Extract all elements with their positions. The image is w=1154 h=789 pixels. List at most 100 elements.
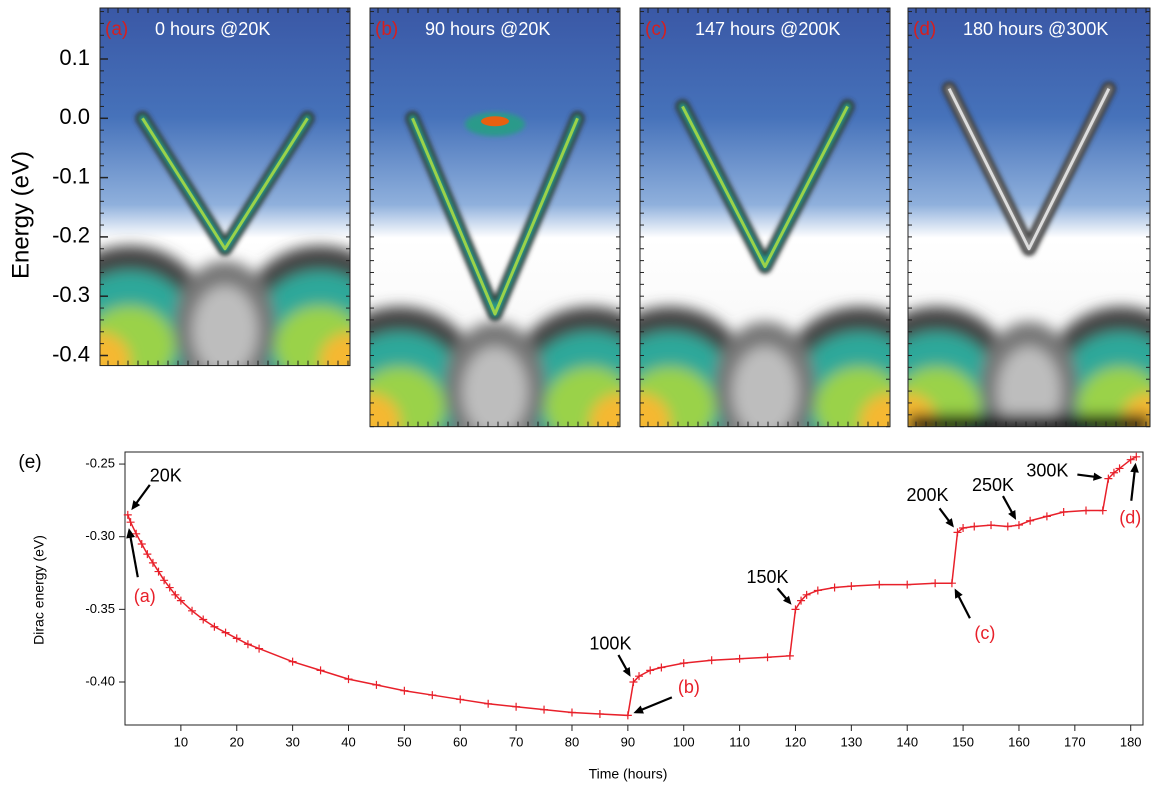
lobes [640,306,890,427]
band-inner [947,87,1111,251]
center-lobe [462,346,528,427]
data-marker [931,579,940,588]
image-edge [908,414,1150,427]
data-marker [987,521,996,530]
data-marker [947,579,956,588]
data-marker [160,576,169,585]
data-marker [148,558,157,567]
y-tick-label: 0.0 [59,104,90,129]
x-axis-label: Time (hours) [589,766,668,782]
data-marker [763,653,772,662]
y-tick-label: -0.1 [52,163,90,188]
x-tick-label: 20 [230,734,244,749]
data-marker [970,522,979,531]
annotation: (d) [1119,508,1141,528]
data-marker [243,640,252,649]
annotation: 250K [972,475,1014,495]
center-lobe [997,346,1061,427]
arrow-head [945,518,954,528]
lobe [908,366,981,427]
data-marker [797,596,806,605]
panel-label: (c) [645,19,667,40]
data-marker [512,702,521,711]
annotation: (c) [974,623,995,643]
data-line [127,456,1137,717]
x-tick-label: 130 [840,734,862,749]
spectrum-image [100,8,350,366]
band-inner [411,117,579,316]
x-tick-label: 110 [729,734,750,749]
data-marker [595,709,604,718]
data-marker [188,606,197,615]
data-marker [830,583,839,592]
arrow-head [1008,509,1017,520]
data-marker [456,695,465,704]
data-marker [1082,506,1091,515]
lobes [100,245,350,366]
lobe [275,305,350,366]
x-tick-label: 80 [565,734,579,749]
x-tick-label: 70 [509,734,523,749]
lobes [370,306,620,427]
data-marker [143,550,152,559]
data-marker [847,582,856,591]
lobe [320,332,350,366]
data-marker [629,677,638,686]
arrow-head [131,500,141,511]
data-marker [126,518,135,527]
data-marker [1126,455,1135,464]
y-tick-label: -0.40 [85,673,115,688]
data-marker [1109,468,1118,477]
data-marker [123,510,132,519]
lobe [545,366,620,427]
panel-frame [369,7,621,428]
panel-label: (b) [375,19,398,40]
data-marker [316,666,325,675]
arrow-head [782,595,792,605]
lobe [860,393,890,427]
data-marker [484,699,493,708]
data-marker [400,686,409,695]
spectrum-image [370,8,620,427]
y-tick-label: -0.4 [52,341,90,366]
annotation: (b) [678,677,700,697]
data-marker [1059,508,1068,517]
lobe [370,393,400,427]
y-tick-label: -0.3 [52,282,90,307]
data-marker [903,580,912,589]
band-inner [141,117,309,251]
data-marker [132,529,141,538]
y-tick-label: -0.2 [52,223,90,248]
data-marker [154,567,163,576]
data-marker [646,666,655,675]
data-marker [210,622,219,631]
y-axis-label: Dirac energy (eV) [31,535,47,645]
lobe [815,366,890,427]
data-marker [372,680,381,689]
arrow-head [1093,472,1103,481]
center-lobe [732,346,798,427]
annotation-arrow [133,484,151,507]
spectrum-image [908,8,1150,427]
panel-frame [907,7,1151,428]
arrow-head [1130,462,1139,473]
panel-label: (a) [105,19,128,40]
plot-frame [124,451,1144,726]
annotation: (a) [134,586,156,606]
panel-frame [639,7,891,428]
data-marker [344,675,353,684]
data-marker [1042,512,1051,521]
data-marker [635,672,644,681]
data-marker [232,634,241,643]
center-lobe [192,285,258,366]
annotation: 200K [906,485,948,505]
data-marker [288,657,297,666]
panel-frame [99,7,351,367]
x-tick-label: 150 [952,734,974,749]
data-marker [1014,521,1023,530]
panel-title: 0 hours @20K [155,19,270,39]
data-marker [165,583,174,592]
lobe [590,393,620,427]
annotation: 300K [1026,460,1068,480]
